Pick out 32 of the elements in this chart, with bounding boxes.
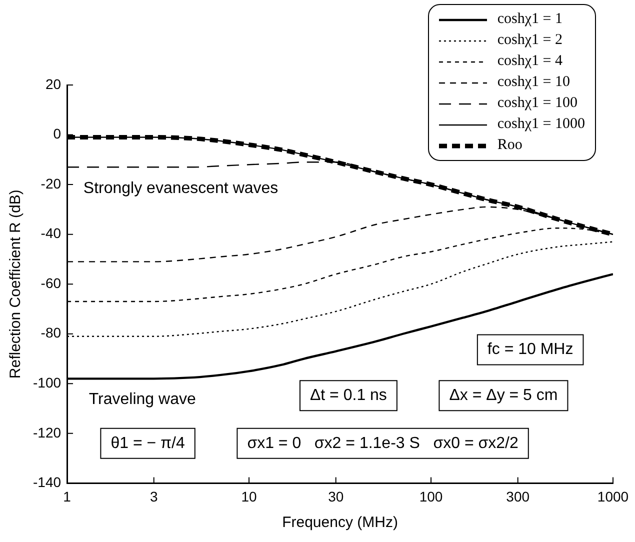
legend-label: coshχ1 = 100	[497, 95, 578, 112]
annotation: θ1 = − π/4	[110, 434, 186, 452]
y-tick-label: -140	[32, 474, 62, 490]
x-tick-label: 300	[506, 488, 530, 504]
y-axis-title: Reflection Coefficient R (dB)	[7, 190, 24, 379]
y-tick-label: -40	[40, 225, 62, 242]
x-tick-label: 100	[419, 488, 443, 504]
y-tick-label: -120	[32, 424, 62, 440]
legend-label: coshχ1 = 1000	[497, 116, 585, 133]
y-tick-label: -20	[40, 175, 62, 192]
annotation: Traveling wave	[88, 390, 196, 408]
x-tick-label: 10	[241, 488, 258, 504]
y-tick-label: -60	[40, 274, 62, 291]
annotation: Strongly evanescent waves	[83, 180, 278, 197]
annotation: Δt = 0.1 ns	[310, 387, 387, 404]
annotation: fc = 10 MHz	[487, 341, 574, 358]
x-tick-label: 1	[63, 488, 72, 504]
annotation: Δx = Δy = 5 cm	[449, 387, 558, 404]
y-tick-label: 20	[45, 76, 62, 92]
x-axis-title: Frequency (MHz)	[282, 514, 398, 532]
legend-label: Roo	[497, 137, 522, 154]
legend-label: coshχ1 = 2	[497, 32, 562, 49]
x-tick-label: 1000	[597, 488, 629, 504]
y-tick-label: -80	[40, 324, 62, 341]
x-tick-label: 30	[328, 488, 344, 504]
y-tick-label: 0	[53, 126, 62, 142]
annotation: σx1 = 0 σx2 = 1.1e-3 S σx0 = σx2/2	[247, 434, 518, 452]
y-tick-label: -100	[32, 374, 62, 391]
legend-label: coshχ1 = 4	[497, 53, 562, 70]
x-tick-label: 3	[150, 488, 158, 504]
legend-label: coshχ1 = 10	[497, 74, 570, 91]
legend-label: coshχ1 = 1	[497, 11, 562, 28]
